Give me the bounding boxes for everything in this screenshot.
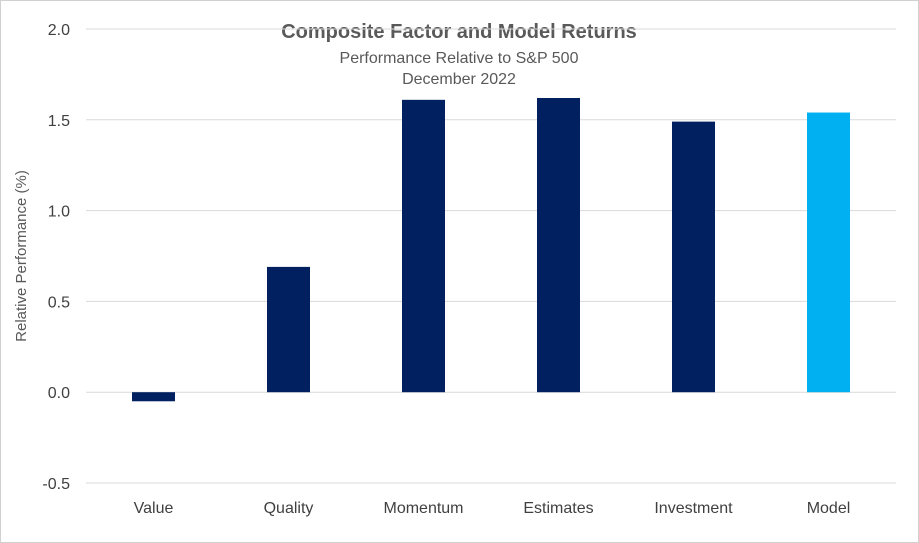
chart-title: Composite Factor and Model Returns	[281, 21, 637, 43]
x-tick-label: Quality	[264, 500, 314, 517]
y-axis-label: Relative Performance (%)	[13, 170, 30, 342]
bar-value	[132, 392, 175, 402]
y-tick-label: 1.5	[48, 113, 70, 130]
y-tick-label: 1.0	[48, 204, 70, 221]
bar-quality	[267, 266, 310, 393]
y-tick-label: 0.5	[48, 294, 70, 311]
bar-model	[807, 112, 850, 393]
x-tick-label: Model	[807, 500, 851, 517]
x-tick-label: Value	[134, 500, 174, 517]
y-tick-label: -0.5	[42, 476, 70, 493]
bar-estimates	[537, 98, 580, 393]
x-tick-label: Investment	[654, 500, 733, 517]
x-tick-label: Momentum	[383, 500, 463, 517]
chart-subtitle-line-2: December 2022	[402, 71, 516, 88]
y-tick-label: 0.0	[48, 385, 70, 402]
bar-investment	[672, 121, 715, 393]
chart-subtitle-line-1: Performance Relative to S&P 500	[340, 50, 579, 67]
bar-momentum	[402, 99, 445, 393]
y-tick-label: 2.0	[48, 22, 70, 39]
x-tick-label: Estimates	[523, 500, 593, 517]
